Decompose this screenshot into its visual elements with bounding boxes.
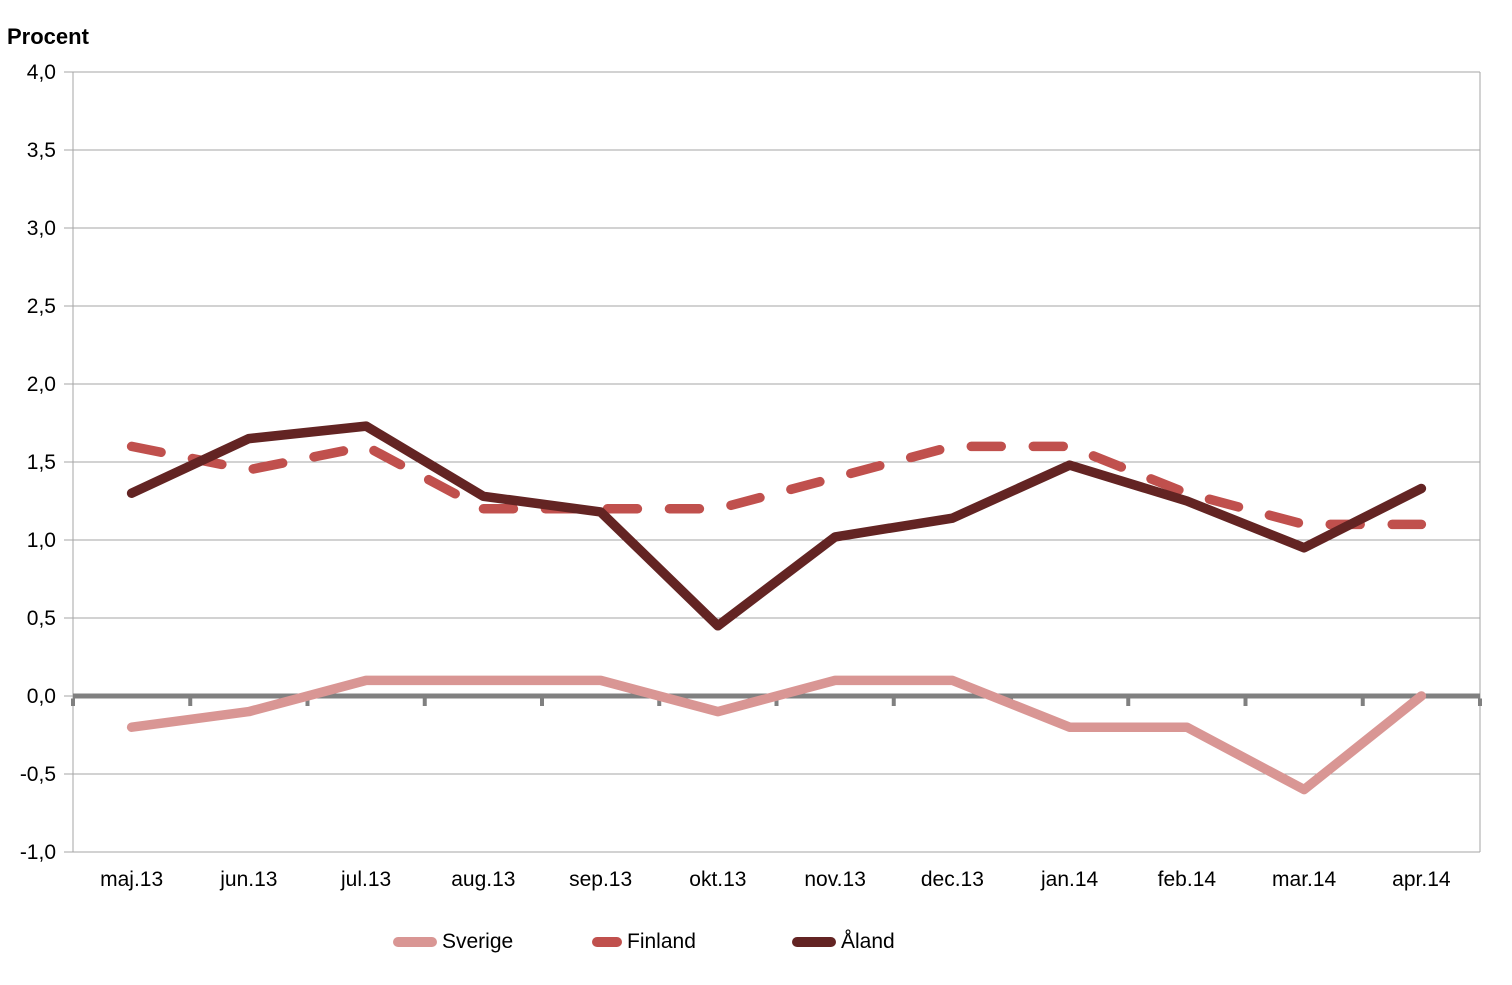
legend-label-aland: Åland [841, 930, 895, 953]
legend-label-finland: Finland [627, 930, 696, 953]
x-tick-label: apr.14 [1392, 868, 1451, 891]
y-axis-ticks [64, 71, 73, 853]
x-tick-label: jun.13 [219, 868, 277, 891]
legend-swatch-finland-dash [592, 937, 622, 947]
x-tick-label: aug.13 [451, 868, 515, 891]
legend-item-finland: Finland [592, 926, 696, 958]
legend: Sverige Finland Åland [0, 926, 1512, 958]
series-line-finland [126, 441, 1427, 530]
legend-item-aland: Åland [792, 926, 895, 958]
x-tick-label: maj.13 [100, 868, 163, 891]
y-tick-label: 2,0 [27, 373, 56, 396]
legend-item-sverige: Sverige [393, 926, 513, 958]
y-tick-label: 1,0 [27, 529, 56, 552]
legend-swatch-sverige-line [393, 937, 437, 947]
legend-swatch-aland-line [792, 937, 836, 947]
y-tick-label: -1,0 [20, 841, 56, 864]
series-line-land [126, 421, 1427, 631]
x-tick-label: feb.14 [1158, 868, 1217, 891]
line-chart-plot: 4,0 3,5 3,0 2,5 2,0 1,5 1,0 0,5 0,0 -0,5 -1,0 maj.1… [20, 61, 1482, 891]
y-tick-label: 0,0 [27, 685, 56, 708]
x-tick-label: okt.13 [689, 868, 746, 891]
y-axis-labels: 4,0 3,5 3,0 2,5 2,0 1,5 1,0 0,5 0,0 -0,5 -1,0 [20, 61, 56, 864]
x-tick-label: nov.13 [804, 868, 866, 891]
y-tick-label: 1,5 [27, 451, 56, 474]
y-tick-label: 4,0 [27, 61, 56, 84]
y-tick-label: -0,5 [20, 763, 56, 786]
x-tick-label: sep.13 [569, 868, 632, 891]
y-tick-label: 2,5 [27, 295, 56, 318]
y-tick-label: 0,5 [27, 607, 56, 630]
x-tick-label: dec.13 [921, 868, 984, 891]
y-tick-label: 3,0 [27, 217, 56, 240]
x-tick-label: jul.13 [340, 868, 391, 891]
series-line-sverige [126, 675, 1427, 795]
y-tick-label: 3,5 [27, 139, 56, 162]
x-tick-label: mar.14 [1272, 868, 1337, 891]
legend-label-sverige: Sverige [442, 930, 514, 953]
x-axis-labels: maj.13 jun.13 jul.13 aug.13 sep.13 okt.13 nov.… [100, 868, 1451, 891]
x-tick-label: jan.14 [1040, 868, 1099, 891]
y-axis-unit-label: Procent [7, 24, 89, 49]
